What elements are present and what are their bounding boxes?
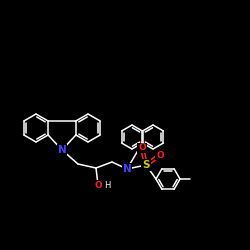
Text: O: O: [94, 180, 102, 190]
Text: O: O: [138, 144, 146, 152]
Text: N: N: [58, 145, 66, 155]
Text: S: S: [142, 160, 150, 170]
Text: H: H: [104, 182, 110, 190]
Text: N: N: [122, 164, 132, 174]
Text: O: O: [156, 150, 164, 160]
